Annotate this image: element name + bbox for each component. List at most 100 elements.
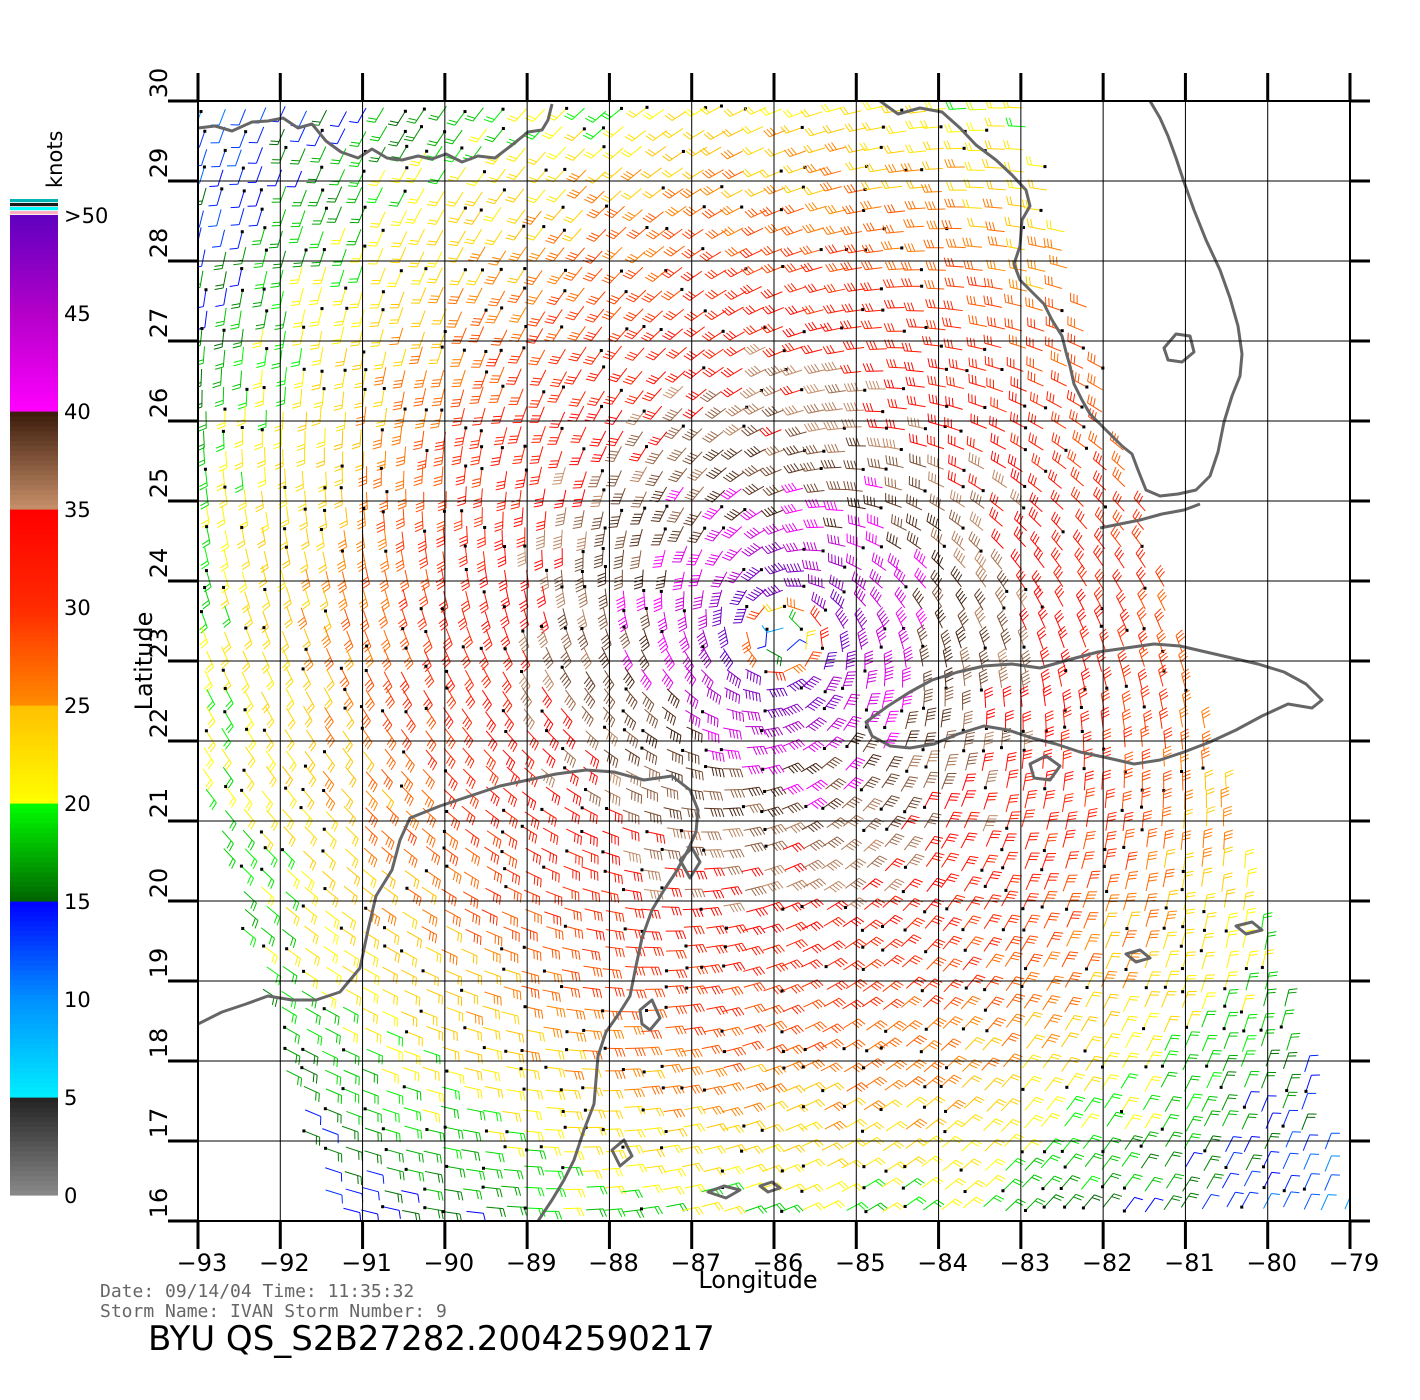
scale-label-1: 5 (64, 1086, 77, 1110)
scale-segment (10, 1018, 58, 1025)
rain-flag-marker (582, 127, 586, 131)
rain-flag-marker (425, 149, 429, 153)
scale-segment (10, 1165, 58, 1172)
wind-barb (822, 125, 845, 134)
rain-flag-marker (1024, 426, 1028, 430)
scale-segment (10, 749, 58, 755)
barb-shaft (201, 149, 208, 166)
barb-feather (1006, 101, 1010, 108)
rain-flag-marker (501, 126, 505, 130)
barb-shaft (805, 111, 823, 118)
rain-flag-marker (779, 208, 783, 212)
barb-feather (844, 124, 851, 132)
barb-feather (682, 133, 691, 140)
barb-feather (987, 117, 992, 126)
wind-barb (763, 127, 786, 138)
rain-flag-marker (659, 327, 663, 331)
wind-barb (230, 109, 246, 126)
wind-barb (468, 128, 488, 143)
barb-shaft (710, 130, 726, 140)
barb-feather (329, 183, 338, 186)
barb-feather (369, 226, 379, 228)
barb-feather (847, 123, 854, 131)
barb-feather (1044, 275, 1047, 284)
barb-feather (592, 498, 601, 501)
scale-segment (10, 1033, 58, 1039)
barb-feather (969, 101, 974, 110)
barb-feather (908, 120, 914, 129)
rain-flag-marker (265, 347, 269, 351)
rain-flag-marker (523, 286, 527, 290)
barb-feather (592, 457, 601, 460)
scale-segment (10, 1155, 58, 1162)
barb-feather (966, 122, 971, 131)
scale-segment (10, 665, 58, 672)
wind-barb (388, 129, 407, 147)
rain-flag-marker (265, 309, 269, 313)
barb-feather (702, 106, 710, 113)
rain-flag-marker (324, 206, 328, 210)
rain-flag-marker (364, 368, 368, 372)
wind-barb (247, 147, 263, 164)
barb-feather (448, 299, 458, 301)
barb-shaft (414, 108, 425, 124)
barb-shaft (668, 128, 684, 139)
barb-feather (566, 134, 575, 139)
rain-flag-marker (779, 169, 783, 173)
wind-barb (564, 127, 586, 142)
scale-segment (10, 964, 58, 971)
map-plot-area: −93 −92 −91 −90 −89 −88 −87 −86 −85 −84 −83 −82 −81−… (145, 68, 1379, 1277)
barb-feather (1028, 298, 1031, 307)
rain-flag-marker (263, 226, 267, 230)
scale-segment (10, 342, 58, 348)
barb-feather (486, 116, 495, 121)
scale-segment (10, 827, 58, 833)
scale-segment (10, 533, 58, 539)
barb-feather (1015, 393, 1017, 403)
scale-segment (10, 592, 58, 598)
rain-flag-marker (1060, 309, 1064, 313)
barb-feather (430, 385, 440, 388)
rain-flag-marker (1022, 506, 1026, 510)
rain-flag-marker (939, 344, 943, 348)
scale-segment (10, 411, 58, 417)
scale-segment (10, 999, 58, 1005)
barb-feather (369, 139, 379, 142)
scale-segment (10, 332, 58, 339)
barb-feather (645, 135, 654, 142)
scale-segment (10, 401, 58, 407)
barb-feather (485, 161, 494, 165)
barb-shaft (263, 447, 266, 465)
rain-flag-marker (485, 370, 489, 374)
rain-flag-marker (479, 208, 483, 212)
rain-flag-marker (560, 325, 564, 329)
scale-segment (10, 303, 58, 309)
barb-feather (368, 160, 378, 163)
barb-feather (984, 117, 989, 126)
scale-segment (10, 249, 58, 255)
scale-segment (10, 989, 58, 995)
barb-feather (292, 265, 302, 268)
wind-barb (780, 125, 804, 134)
rain-flag-marker (320, 128, 324, 132)
scale-segment (10, 548, 58, 554)
barb-feather (624, 135, 633, 142)
barb-feather (269, 243, 279, 246)
barb-feather (410, 359, 419, 361)
barb-feather (388, 143, 397, 147)
rain-flag-marker (1064, 448, 1068, 452)
barb-shaft (633, 106, 648, 118)
scale-segment (10, 278, 58, 285)
wind-barb (289, 125, 306, 143)
scale-segment (10, 1160, 58, 1167)
scale-label-2: 10 (64, 988, 91, 1012)
scale-segment (10, 866, 58, 873)
scale-segment (10, 308, 58, 314)
barb-shaft (492, 128, 504, 143)
barb-shaft (810, 130, 827, 137)
rain-flag-marker (1081, 346, 1085, 350)
scale-segment (10, 1150, 58, 1157)
barb-feather (585, 132, 594, 138)
barb-feather (954, 457, 957, 467)
barb-shaft (532, 108, 546, 122)
